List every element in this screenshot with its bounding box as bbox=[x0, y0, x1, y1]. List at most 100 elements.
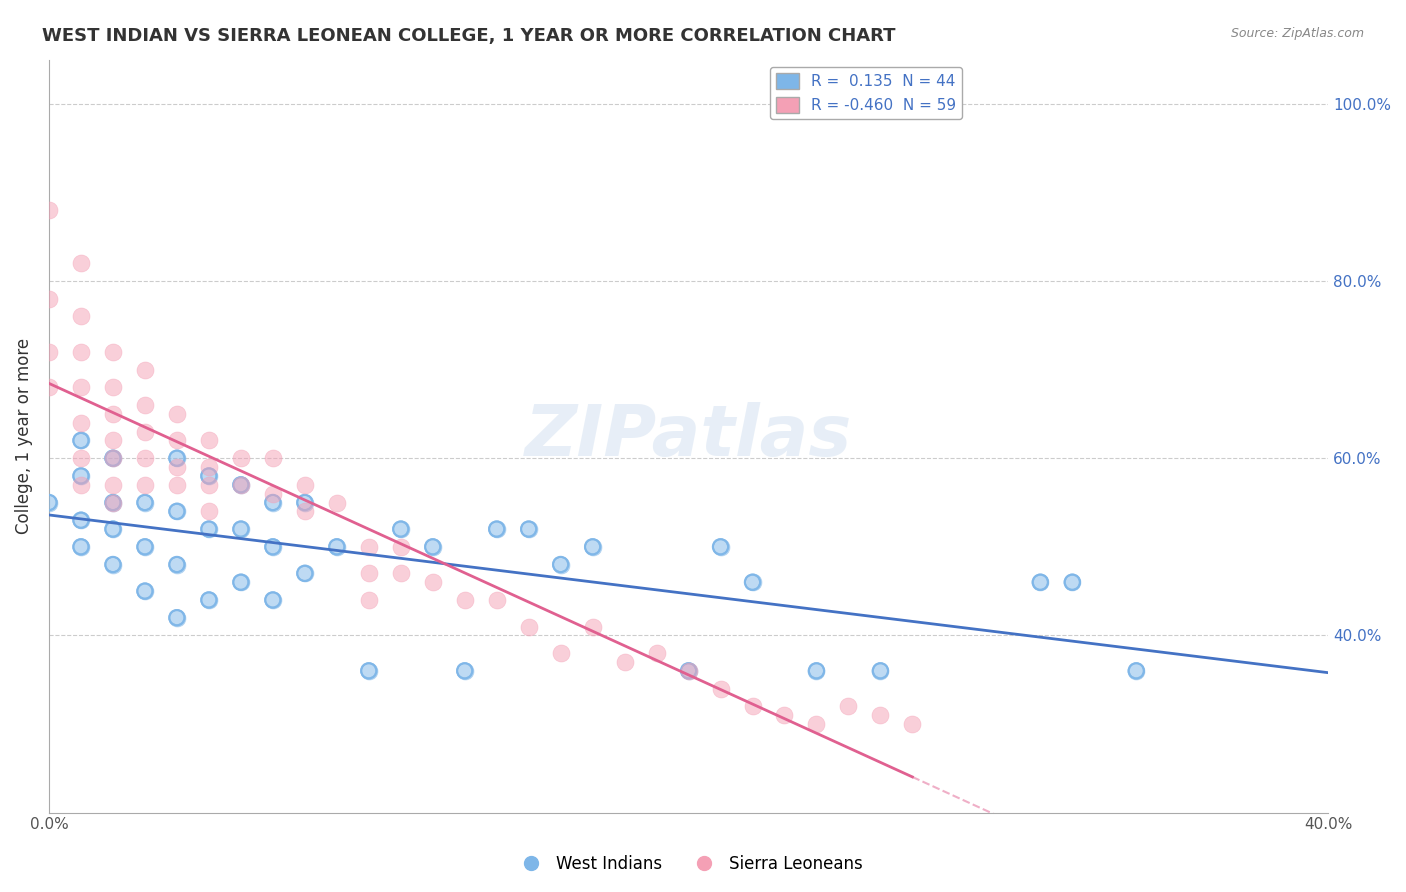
Point bbox=[166, 558, 188, 572]
Point bbox=[198, 434, 221, 448]
Point bbox=[294, 566, 316, 581]
Point bbox=[101, 451, 124, 466]
Point bbox=[229, 451, 252, 466]
Point bbox=[229, 477, 252, 491]
Point bbox=[326, 495, 349, 509]
Point bbox=[70, 469, 93, 483]
Point bbox=[198, 522, 221, 536]
Point bbox=[229, 522, 252, 536]
Point bbox=[101, 522, 124, 536]
Point bbox=[806, 664, 828, 678]
Point bbox=[70, 540, 93, 554]
Point bbox=[837, 699, 859, 714]
Point bbox=[422, 575, 444, 590]
Point bbox=[70, 451, 93, 466]
Point bbox=[326, 540, 349, 554]
Point bbox=[550, 646, 572, 660]
Point bbox=[198, 469, 221, 483]
Point bbox=[357, 664, 380, 678]
Point bbox=[454, 664, 477, 678]
Point bbox=[389, 540, 412, 554]
Point bbox=[101, 495, 124, 509]
Point bbox=[70, 434, 93, 448]
Point bbox=[1125, 664, 1147, 678]
Point bbox=[294, 566, 316, 581]
Point bbox=[1029, 575, 1052, 590]
Point bbox=[70, 469, 93, 483]
Point bbox=[678, 664, 700, 678]
Point bbox=[101, 477, 124, 491]
Point bbox=[773, 708, 796, 723]
Point bbox=[357, 593, 380, 607]
Point bbox=[869, 664, 891, 678]
Point bbox=[485, 522, 508, 536]
Point bbox=[262, 593, 284, 607]
Point bbox=[198, 593, 221, 607]
Point bbox=[741, 575, 763, 590]
Point bbox=[198, 522, 221, 536]
Point bbox=[581, 619, 603, 633]
Point bbox=[198, 504, 221, 518]
Point bbox=[198, 593, 221, 607]
Point bbox=[229, 522, 252, 536]
Point bbox=[517, 522, 540, 536]
Point bbox=[869, 708, 891, 723]
Point bbox=[134, 398, 156, 412]
Point bbox=[229, 477, 252, 491]
Point bbox=[550, 558, 572, 572]
Legend: R =  0.135  N = 44, R = -0.460  N = 59: R = 0.135 N = 44, R = -0.460 N = 59 bbox=[770, 67, 962, 119]
Point bbox=[517, 522, 540, 536]
Point bbox=[229, 575, 252, 590]
Point bbox=[134, 425, 156, 439]
Point bbox=[709, 540, 731, 554]
Point bbox=[454, 593, 477, 607]
Point bbox=[70, 540, 93, 554]
Point bbox=[134, 584, 156, 599]
Point bbox=[134, 540, 156, 554]
Point bbox=[38, 345, 60, 359]
Point bbox=[1062, 575, 1084, 590]
Point bbox=[1062, 575, 1084, 590]
Point bbox=[101, 380, 124, 394]
Point bbox=[101, 495, 124, 509]
Point bbox=[678, 664, 700, 678]
Point bbox=[70, 469, 93, 483]
Point bbox=[166, 434, 188, 448]
Point bbox=[1062, 575, 1084, 590]
Point bbox=[262, 495, 284, 509]
Point bbox=[166, 504, 188, 518]
Point bbox=[101, 407, 124, 421]
Point bbox=[294, 495, 316, 509]
Point bbox=[101, 495, 124, 509]
Point bbox=[198, 522, 221, 536]
Point bbox=[101, 451, 124, 466]
Point bbox=[613, 655, 636, 669]
Point bbox=[198, 593, 221, 607]
Point bbox=[294, 504, 316, 518]
Point bbox=[70, 256, 93, 270]
Point bbox=[134, 495, 156, 509]
Point bbox=[70, 345, 93, 359]
Point bbox=[38, 495, 60, 509]
Point bbox=[294, 566, 316, 581]
Point bbox=[262, 593, 284, 607]
Point bbox=[389, 522, 412, 536]
Point bbox=[101, 558, 124, 572]
Point bbox=[1029, 575, 1052, 590]
Point bbox=[70, 513, 93, 527]
Point bbox=[229, 522, 252, 536]
Point bbox=[38, 495, 60, 509]
Point bbox=[198, 469, 221, 483]
Point bbox=[166, 477, 188, 491]
Point bbox=[806, 664, 828, 678]
Point bbox=[357, 664, 380, 678]
Point bbox=[70, 380, 93, 394]
Point bbox=[517, 619, 540, 633]
Point bbox=[485, 522, 508, 536]
Point bbox=[101, 522, 124, 536]
Point bbox=[422, 540, 444, 554]
Point bbox=[357, 540, 380, 554]
Point bbox=[101, 434, 124, 448]
Point bbox=[357, 566, 380, 581]
Point bbox=[678, 664, 700, 678]
